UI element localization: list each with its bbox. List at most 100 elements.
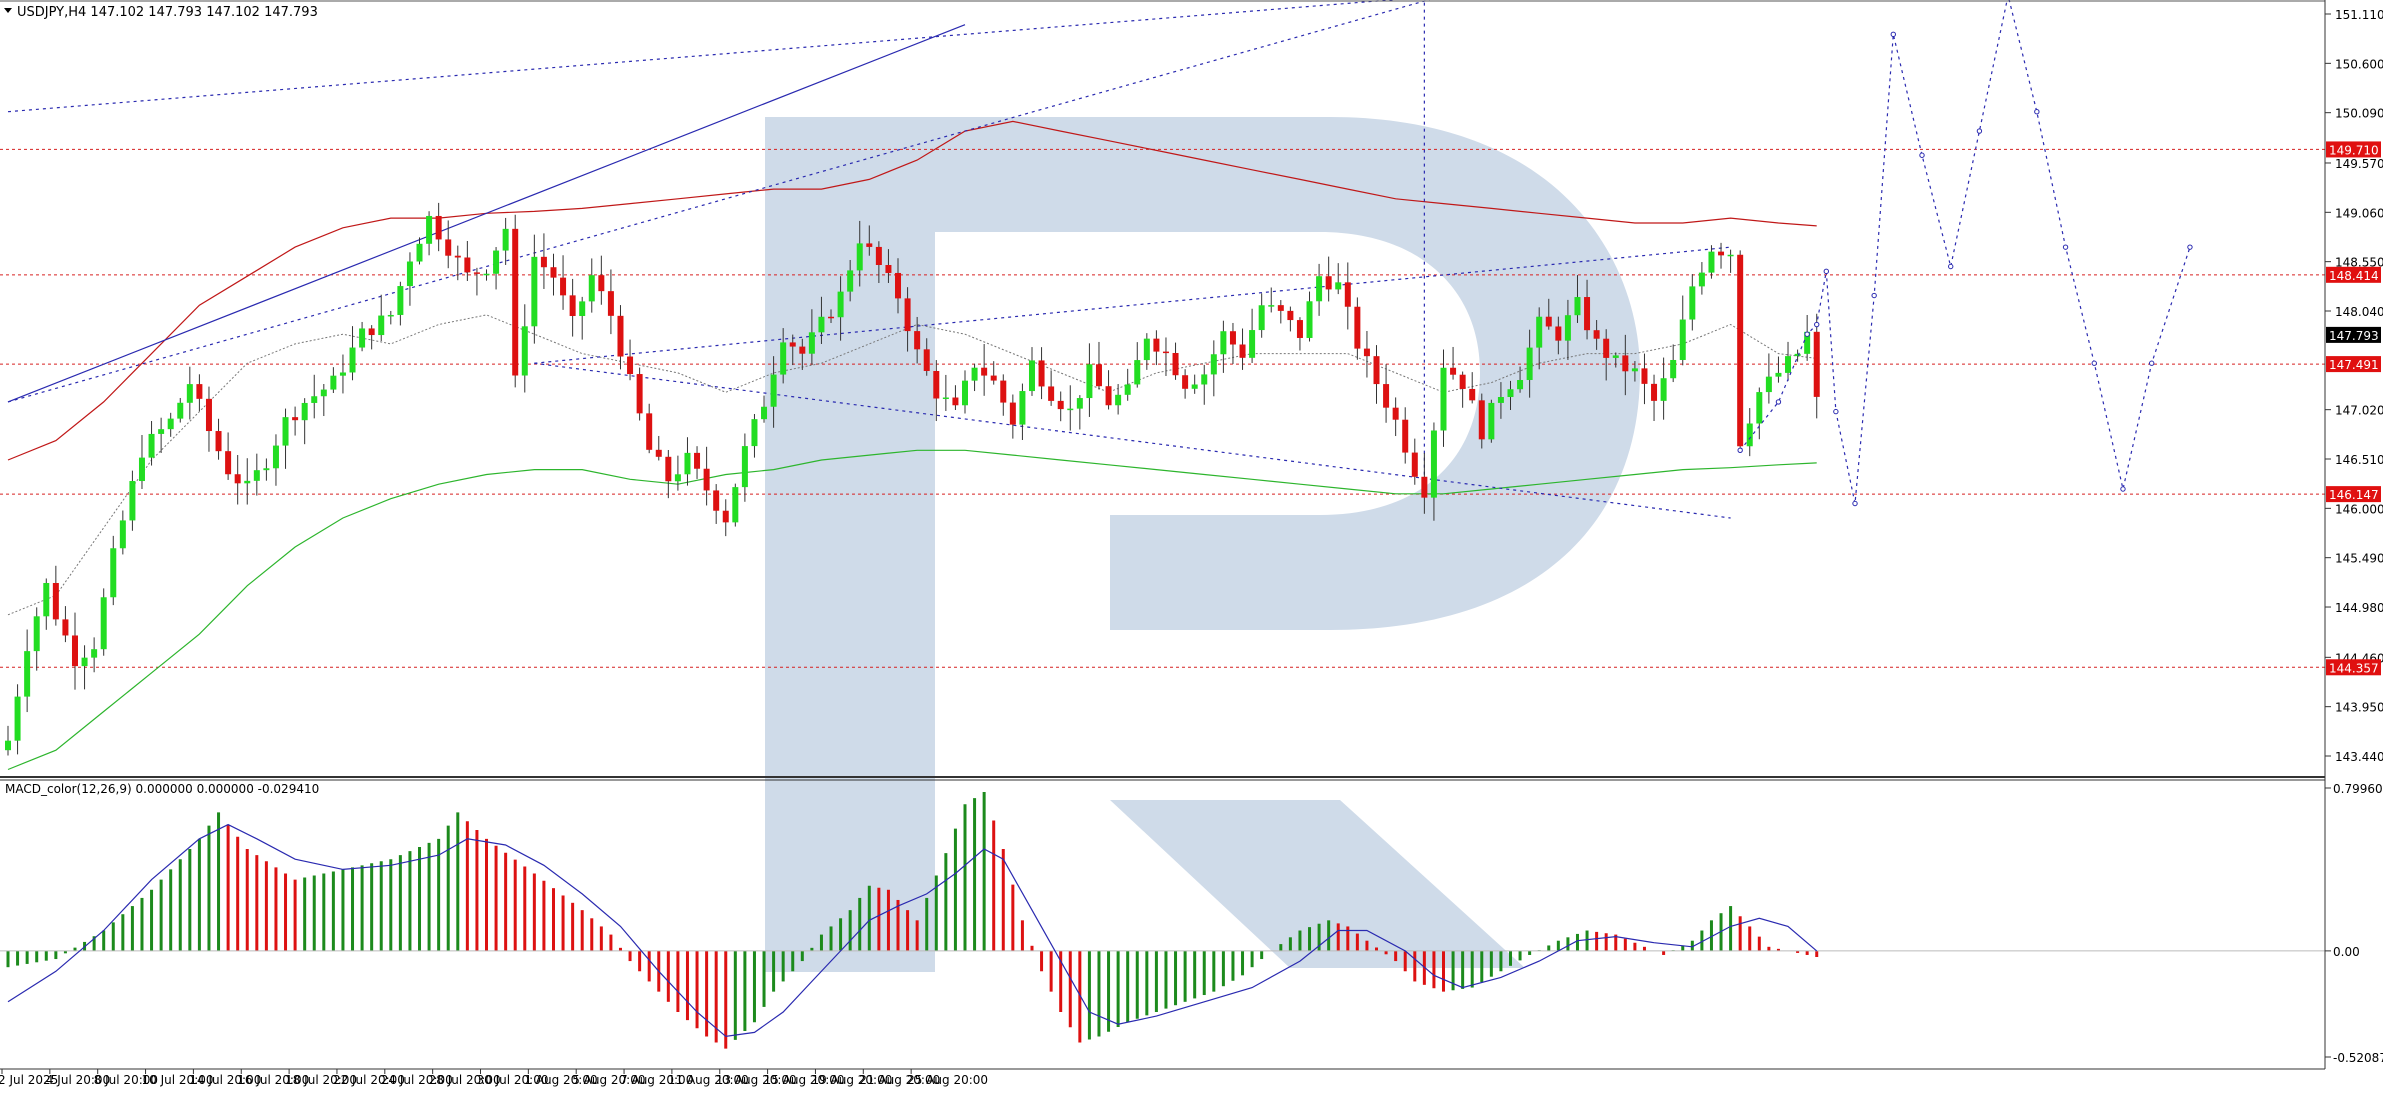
time-label: 21 Aug 20:00 [859,1073,940,1087]
candle-body [942,397,949,400]
candle-body [263,468,270,471]
candle-body [933,370,940,399]
candle-body [741,446,748,488]
forecast-point [1814,321,1820,328]
price-label: 150.600 [2335,57,2383,71]
candle-body [272,445,279,469]
macd-histogram [0,791,2325,1049]
candle-body [1019,391,1026,425]
candle-body [569,295,576,317]
candle-body [454,255,461,258]
candle-body [493,250,500,274]
macd-axis: 0.799602 0.00 -0.520878 [2325,782,2383,1065]
candle-body [674,474,681,482]
trend-line[interactable] [534,246,1731,364]
candle-body [1564,315,1571,341]
forecast-point [1890,31,1896,38]
candle-body [301,402,308,421]
candle-body [282,417,289,446]
candle-body [1497,397,1504,403]
candle-body [828,316,835,319]
collapse-triangle-icon[interactable] [4,8,12,13]
trend-line[interactable] [7,0,1444,113]
watermark-logo [765,117,1640,972]
candle-body [1631,368,1638,372]
candle-body [521,326,528,376]
candle-body [1813,331,1820,397]
candle-body [990,375,997,381]
candle-body [1756,392,1763,424]
candle-body [5,740,11,751]
candle-body [1115,394,1122,406]
time-label: 30 Jul 20:00 [477,1073,549,1087]
candle-body [215,431,222,452]
time-label: 7 Aug 20:00 [620,1073,693,1087]
time-label: 19 Aug 20:00 [811,1073,892,1087]
candle-body [1277,305,1284,311]
candle-body [205,398,212,432]
candle-body [1153,338,1160,352]
candle-body [1584,297,1591,331]
candle-body [1067,408,1074,411]
candle-body [234,474,241,484]
candle-body [81,657,88,667]
candle-body [722,510,729,523]
trend-line[interactable] [534,362,1731,519]
candle-body [1296,320,1303,338]
candle-body [560,277,567,296]
candle-body [330,375,337,390]
candle-body [694,452,701,469]
ma-green-line [7,449,1817,771]
candle-body [1765,376,1772,393]
candle-body [119,520,126,549]
candle-body [43,582,50,617]
candle-body [1718,251,1725,256]
candle-body [1373,356,1380,385]
candle-body [1009,402,1016,425]
forecast-point [2062,244,2069,250]
candle-body [473,272,480,274]
price-label: 146.510 [2335,453,2383,467]
trend-line[interactable] [7,24,966,403]
candle-body [531,256,538,327]
candle-body [1038,360,1045,387]
time-label: 2 Jul 2025 [0,1073,58,1087]
candle-body [167,418,174,430]
forecast-point [1775,399,1782,405]
candle-body [464,257,471,273]
time-label: 1 Aug 20:00 [524,1073,597,1087]
candle-body [225,451,232,475]
forecast-point [1823,268,1830,275]
candle-body [24,651,31,697]
ma-red-line [7,120,1817,461]
candle-body [196,384,203,399]
price-label: 151.110 [2335,8,2383,22]
candle-body [502,228,509,251]
candle-body [923,349,930,371]
ema-dotted-line [7,314,1817,616]
price-label: 149.570 [2335,157,2383,171]
candle-body [1335,282,1342,290]
candle-body [713,490,720,511]
level-tag-label: 146.147 [2329,488,2379,502]
price-label: 147.020 [2335,404,2383,418]
candle-body [1785,356,1792,373]
candle-body [445,239,452,256]
forecast-point [1852,500,1858,507]
forecast-point [1804,331,1810,337]
candle-body [1804,331,1811,354]
candle-body [71,635,78,667]
candle-body [1555,326,1562,341]
candle-body [1450,367,1457,375]
candle-body [1354,306,1361,349]
candle-body [91,649,98,658]
candle-body [703,468,710,491]
candle-body [1526,347,1533,381]
level-tag-label: 144.357 [2329,661,2379,675]
price-label: 148.040 [2335,305,2383,319]
candle-body [1182,375,1189,389]
candle-body [1670,359,1677,379]
candle-body [253,470,260,481]
